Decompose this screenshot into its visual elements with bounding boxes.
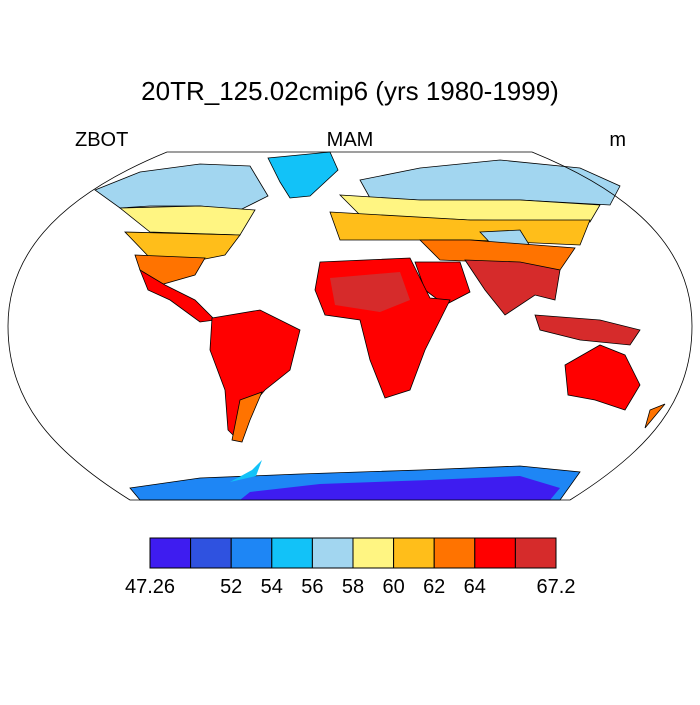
sahara [330, 272, 410, 312]
right-string: m [609, 129, 626, 151]
antarctica-core [240, 476, 560, 500]
colorbar-label: 62 [423, 576, 445, 598]
colorbar-box [190, 537, 232, 569]
colorbar-box [474, 537, 516, 569]
greenland [267, 151, 339, 199]
title: 20TR_125.02cmip6 (yrs 1980-1999) [141, 76, 559, 106]
colorbar: 47.26 52 54 56 58 60 62 64 67.2 [125, 537, 576, 598]
indonesia [534, 314, 641, 346]
colorbar-label: 64 [464, 576, 486, 598]
eurasia-orange [329, 211, 591, 246]
colorbar-box [149, 537, 192, 569]
colorbar-box [271, 537, 313, 569]
colorbar-box [514, 537, 557, 569]
north-america-north [94, 163, 269, 211]
colorbar-label: 60 [382, 576, 404, 598]
colorbar-label: 56 [301, 576, 323, 598]
colorbar-label: 58 [342, 576, 364, 598]
left-string: ZBOT [75, 129, 128, 151]
map [7, 151, 693, 501]
colorbar-label: 54 [261, 576, 283, 598]
colorbar-box [352, 537, 395, 569]
eurasia-north [359, 159, 621, 206]
south-america-south [231, 391, 263, 443]
map-frame [7, 151, 693, 501]
antarctic-peninsula [230, 460, 262, 482]
central-america [139, 269, 216, 323]
colorbar-box [393, 537, 435, 569]
colorbar-box [311, 537, 354, 569]
center-string: MAM [327, 129, 374, 151]
new-zealand [644, 403, 666, 429]
colorbar-label: 67.2 [537, 576, 576, 598]
north-america-mid [118, 205, 256, 236]
colorbar-box [230, 537, 273, 569]
colorbar-label: 52 [220, 576, 242, 598]
colorbar-label: 47.26 [125, 576, 175, 598]
north-america-south [124, 231, 241, 263]
australia [564, 344, 641, 411]
india-seasia [464, 259, 561, 316]
colorbar-box [433, 537, 476, 569]
south-america [209, 309, 301, 441]
